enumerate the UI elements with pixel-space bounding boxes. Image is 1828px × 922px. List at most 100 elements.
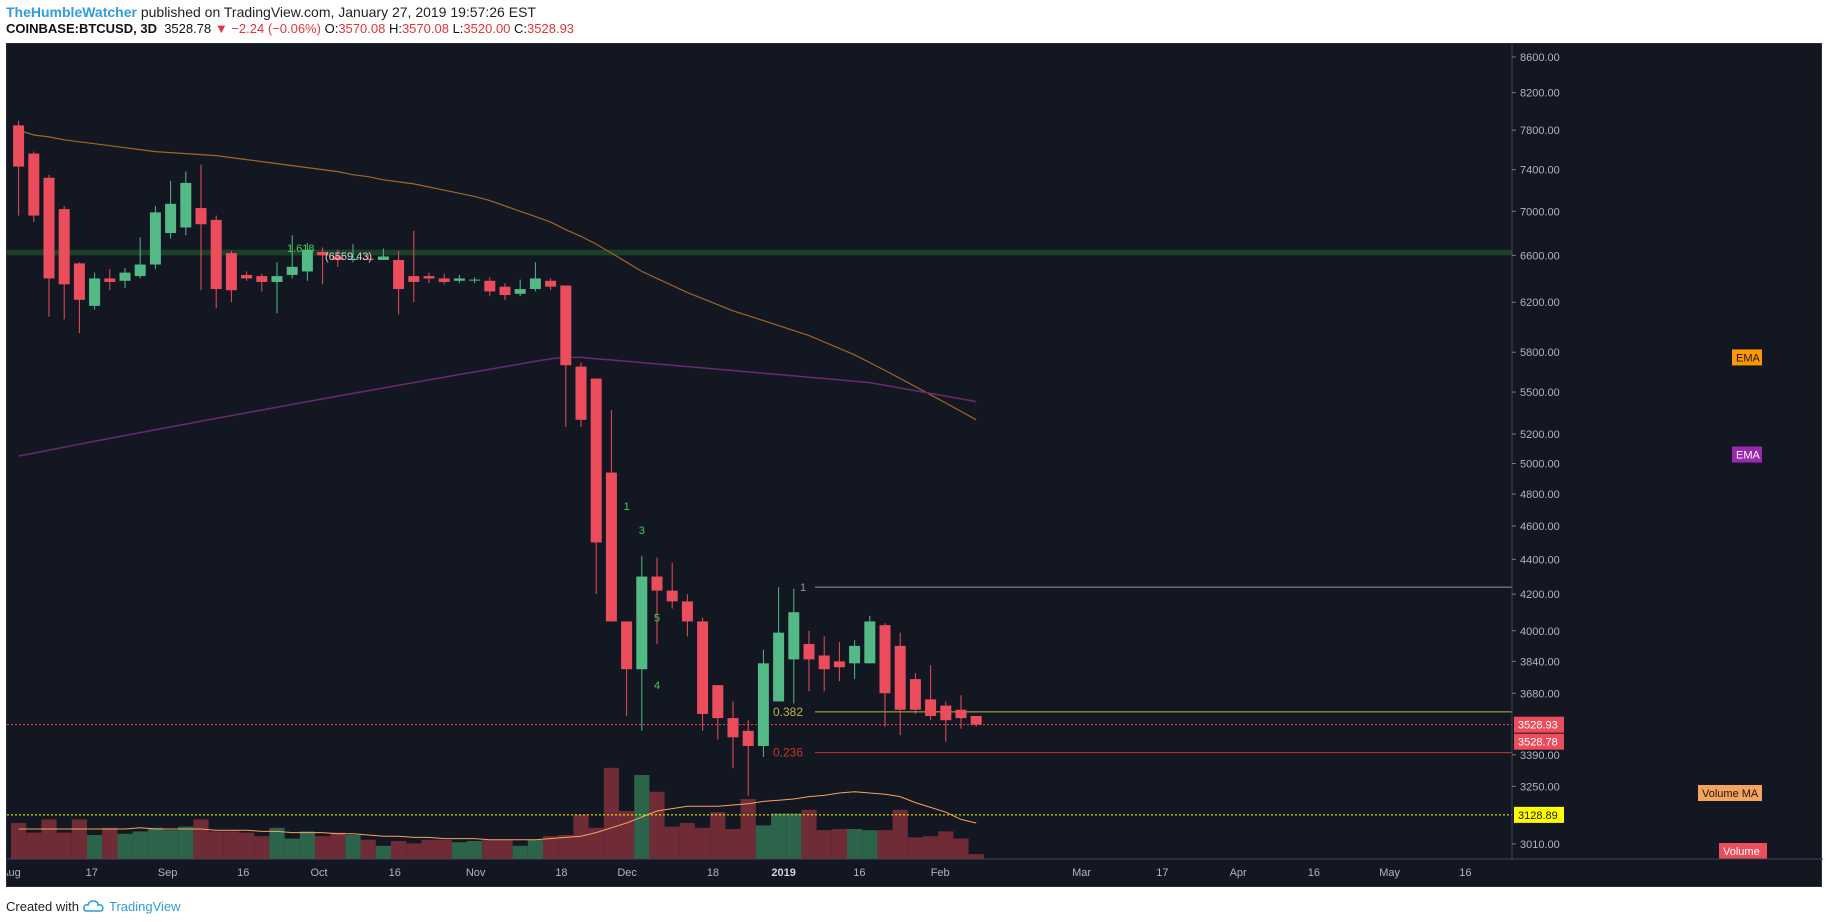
volume-bar bbox=[71, 819, 87, 859]
price-tick-label: 8600.00 bbox=[1520, 52, 1560, 64]
author-link[interactable]: TheHumbleWatcher bbox=[6, 4, 137, 20]
volume-bar bbox=[877, 830, 893, 859]
symbol-name: COINBASE:BTCUSD, 3D bbox=[6, 21, 157, 36]
candle-body bbox=[955, 709, 967, 719]
volume-bar bbox=[619, 811, 635, 859]
td-sequential-number: 3 bbox=[639, 525, 645, 537]
candle-body bbox=[697, 621, 709, 714]
volume-ma-line bbox=[18, 791, 977, 841]
current-close-badge: 3528.93 bbox=[1518, 720, 1558, 732]
candle-body bbox=[712, 685, 724, 719]
time-tick-label: 18 bbox=[707, 867, 719, 879]
candle-body bbox=[818, 655, 830, 670]
candle-body bbox=[499, 286, 511, 296]
tradingview-brand[interactable]: TradingView bbox=[108, 898, 181, 914]
support-badge: 3128.89 bbox=[1518, 810, 1558, 822]
td-sequential-number: 2 bbox=[639, 652, 645, 664]
support-badge-bg bbox=[1514, 806, 1564, 823]
volume-badge-bg bbox=[1719, 843, 1767, 859]
price-tick-label: 3250.00 bbox=[1520, 781, 1560, 793]
volume-bar bbox=[132, 831, 148, 859]
candle-body bbox=[879, 625, 891, 694]
created-with-text: Created with bbox=[6, 898, 79, 914]
candle-body bbox=[301, 249, 313, 272]
candle-body bbox=[58, 209, 70, 285]
time-tick-label: 17 bbox=[1156, 867, 1168, 879]
candle-body bbox=[286, 266, 298, 275]
price-tick-label: 5000.00 bbox=[1520, 458, 1560, 470]
time-tick-label: Nov bbox=[466, 867, 486, 879]
chart-frame[interactable]: 1 3 5 2 4 1 0.382 0.236 1.618 (6559.43) 8600.00 820… bbox=[6, 43, 1823, 888]
candle-body bbox=[347, 258, 359, 260]
candle-body bbox=[651, 576, 663, 591]
candle-body bbox=[73, 263, 85, 300]
volume-bar bbox=[330, 832, 346, 859]
last-price: 3528.78 bbox=[164, 21, 212, 36]
fib-0236-label: 0.236 bbox=[773, 746, 803, 760]
volume-bar bbox=[968, 854, 984, 859]
low-label: L: bbox=[452, 21, 464, 36]
volume-bar bbox=[725, 829, 741, 859]
volume-bar bbox=[299, 831, 315, 859]
fib-1-label: 1 bbox=[800, 582, 806, 594]
candle-body bbox=[104, 278, 116, 282]
volume-bar bbox=[497, 839, 513, 859]
candle-body bbox=[727, 718, 739, 738]
price-chart[interactable]: 1352410.3820.2361.618(6559.43)8600.00820… bbox=[7, 44, 1823, 888]
candle-body bbox=[636, 576, 648, 670]
candle-body bbox=[621, 621, 633, 670]
volume-bar bbox=[163, 830, 179, 859]
candle-body bbox=[833, 661, 845, 668]
time-tick-label: May bbox=[1379, 867, 1400, 879]
price-tick-label: 6600.00 bbox=[1520, 250, 1560, 262]
ema-orange-badge: EMA bbox=[1736, 352, 1761, 364]
price-tick-label: 4200.00 bbox=[1520, 589, 1560, 601]
candle-body bbox=[788, 612, 800, 660]
candle-body bbox=[362, 258, 374, 260]
time-tick-label: Feb bbox=[931, 867, 950, 879]
candle-body bbox=[271, 276, 283, 282]
price-tick-label: 4800.00 bbox=[1520, 489, 1560, 501]
volume-bar bbox=[421, 839, 437, 859]
price-tick-label: 7400.00 bbox=[1520, 165, 1560, 177]
volume-bar bbox=[391, 841, 407, 859]
candle-body bbox=[484, 280, 496, 292]
price-tick-label: 6200.00 bbox=[1520, 297, 1560, 309]
candle-body bbox=[940, 705, 952, 721]
candle-body bbox=[225, 253, 237, 291]
volume-bar bbox=[771, 813, 787, 859]
volume-bar bbox=[482, 839, 498, 859]
down-arrow-icon: ▼ bbox=[214, 21, 228, 36]
volume-bar bbox=[208, 831, 224, 859]
ema-purple-badge: EMA bbox=[1736, 450, 1761, 462]
candle-body bbox=[13, 125, 25, 167]
candle-body bbox=[666, 590, 678, 602]
price-tick-label: 3010.00 bbox=[1520, 839, 1560, 851]
volume-bar bbox=[467, 841, 483, 859]
price-change: −2.24 (−0.06%) bbox=[231, 21, 321, 36]
volume-bar bbox=[892, 809, 908, 859]
ema-purple-line bbox=[18, 356, 977, 457]
close-value: 3528.93 bbox=[527, 21, 575, 36]
candle-body bbox=[605, 472, 617, 622]
candle-body bbox=[925, 699, 937, 717]
volume-bar bbox=[178, 826, 194, 859]
volume-bar bbox=[603, 767, 619, 859]
volume-bar bbox=[664, 826, 680, 859]
price-tick-label: 3840.00 bbox=[1520, 656, 1560, 668]
fib-1618-price-label: (6559.43) bbox=[325, 251, 372, 263]
time-tick-label: Oct bbox=[310, 867, 327, 879]
time-tick-label: Dec bbox=[617, 867, 637, 879]
volume-bar bbox=[907, 837, 923, 859]
volume-bar bbox=[786, 813, 802, 859]
volume-bar bbox=[527, 839, 543, 859]
volume-bar bbox=[147, 827, 163, 859]
ema-purple-badge-bg bbox=[1732, 446, 1762, 463]
volume-bar bbox=[269, 827, 285, 859]
volume-ma-badge-bg bbox=[1698, 785, 1762, 801]
candle-body bbox=[909, 679, 921, 710]
candle-body bbox=[89, 278, 101, 306]
candle-body bbox=[317, 251, 329, 256]
candle-body bbox=[590, 378, 602, 543]
open-value: 3570.08 bbox=[338, 21, 386, 36]
